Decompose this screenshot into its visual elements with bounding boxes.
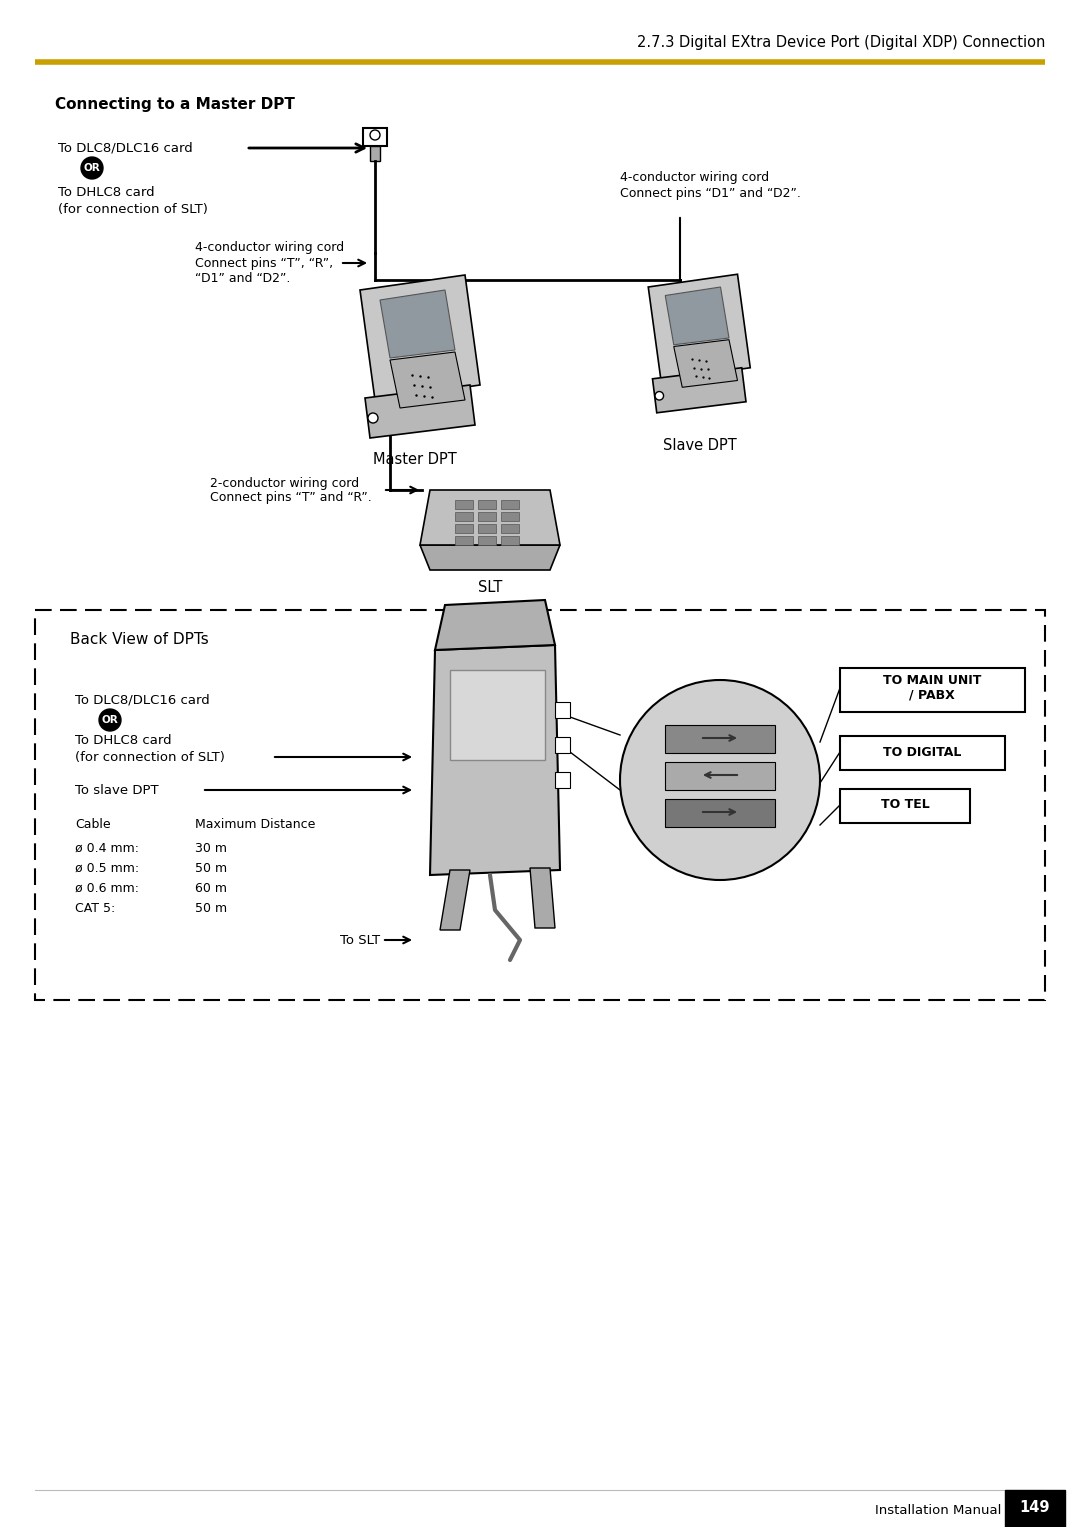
- Text: TO MAIN UNIT
/ PABX: TO MAIN UNIT / PABX: [882, 673, 982, 702]
- Bar: [555, 738, 570, 753]
- Text: 4-conductor wiring cord: 4-conductor wiring cord: [195, 241, 345, 255]
- Text: ø 0.4 mm:: ø 0.4 mm:: [75, 841, 139, 855]
- Text: OR: OR: [83, 163, 100, 173]
- Bar: [455, 499, 473, 508]
- Text: To DHLC8 card: To DHLC8 card: [58, 186, 154, 200]
- Text: 2-conductor wiring cord: 2-conductor wiring cord: [210, 476, 360, 490]
- Text: 30 m: 30 m: [195, 841, 227, 855]
- Bar: [478, 499, 496, 508]
- Bar: [501, 512, 519, 521]
- Text: Master DPT: Master DPT: [373, 452, 457, 467]
- Bar: [665, 762, 775, 789]
- Text: (for connection of SLT): (for connection of SLT): [75, 750, 225, 764]
- Text: Connecting to a Master DPT: Connecting to a Master DPT: [55, 98, 295, 113]
- Text: To DHLC8 card: To DHLC8 card: [75, 733, 172, 747]
- Text: 60 m: 60 m: [195, 881, 227, 895]
- Text: To SLT: To SLT: [340, 933, 380, 947]
- Bar: [370, 147, 380, 160]
- Circle shape: [620, 680, 820, 880]
- Circle shape: [368, 412, 378, 423]
- Polygon shape: [648, 275, 751, 380]
- Text: Maximum Distance: Maximum Distance: [195, 818, 315, 832]
- Bar: [555, 773, 570, 788]
- Polygon shape: [665, 287, 729, 345]
- Polygon shape: [390, 353, 465, 408]
- Bar: [665, 799, 775, 828]
- Bar: [455, 524, 473, 533]
- Text: TO DIGITAL: TO DIGITAL: [882, 745, 961, 759]
- FancyBboxPatch shape: [840, 667, 1025, 712]
- Text: TO TEL: TO TEL: [880, 799, 930, 811]
- FancyBboxPatch shape: [840, 736, 1005, 770]
- Bar: [478, 524, 496, 533]
- Text: ø 0.5 mm:: ø 0.5 mm:: [75, 861, 139, 875]
- Polygon shape: [674, 339, 738, 388]
- Polygon shape: [420, 490, 561, 545]
- Text: 50 m: 50 m: [195, 861, 227, 875]
- Bar: [501, 524, 519, 533]
- Polygon shape: [420, 545, 561, 570]
- Bar: [455, 536, 473, 545]
- Text: To DLC8/DLC16 card: To DLC8/DLC16 card: [75, 693, 210, 707]
- Text: Back View of DPTs: Back View of DPTs: [70, 632, 208, 647]
- Text: “D1” and “D2”.: “D1” and “D2”.: [195, 272, 291, 284]
- Text: ø 0.6 mm:: ø 0.6 mm:: [75, 881, 139, 895]
- FancyBboxPatch shape: [840, 789, 970, 823]
- Bar: [501, 499, 519, 508]
- Bar: [478, 512, 496, 521]
- Polygon shape: [380, 290, 455, 357]
- Polygon shape: [365, 385, 475, 438]
- Circle shape: [370, 130, 380, 140]
- Polygon shape: [530, 867, 555, 928]
- Text: Cable: Cable: [75, 818, 110, 832]
- Text: 4-conductor wiring cord: 4-conductor wiring cord: [620, 171, 769, 185]
- Bar: [555, 702, 570, 718]
- Bar: [501, 536, 519, 545]
- Text: (for connection of SLT): (for connection of SLT): [58, 203, 207, 217]
- Polygon shape: [435, 600, 555, 651]
- Text: To DLC8/DLC16 card: To DLC8/DLC16 card: [58, 142, 192, 154]
- Text: Connect pins “T”, “R”,: Connect pins “T”, “R”,: [195, 257, 333, 269]
- Text: Connect pins “T” and “R”.: Connect pins “T” and “R”.: [210, 492, 372, 504]
- Text: To slave DPT: To slave DPT: [75, 783, 159, 797]
- Bar: [363, 128, 387, 147]
- Text: 149: 149: [1020, 1501, 1050, 1515]
- Polygon shape: [360, 275, 480, 400]
- Polygon shape: [652, 368, 746, 412]
- Bar: [665, 725, 775, 753]
- Bar: [478, 536, 496, 545]
- Text: 50 m: 50 m: [195, 901, 227, 915]
- Text: SLT: SLT: [477, 580, 502, 596]
- Bar: [1005, 1490, 1065, 1527]
- Text: CAT 5:: CAT 5:: [75, 901, 116, 915]
- Polygon shape: [440, 870, 470, 930]
- Bar: [450, 670, 545, 760]
- FancyBboxPatch shape: [35, 609, 1045, 1000]
- Text: Installation Manual: Installation Manual: [875, 1504, 1001, 1516]
- Text: Slave DPT: Slave DPT: [663, 438, 737, 452]
- Bar: [455, 512, 473, 521]
- Text: OR: OR: [102, 715, 119, 725]
- Circle shape: [656, 391, 663, 400]
- Polygon shape: [430, 644, 561, 875]
- Text: Connect pins “D1” and “D2”.: Connect pins “D1” and “D2”.: [620, 186, 801, 200]
- Text: 2.7.3 Digital EXtra Device Port (Digital XDP) Connection: 2.7.3 Digital EXtra Device Port (Digital…: [636, 35, 1045, 50]
